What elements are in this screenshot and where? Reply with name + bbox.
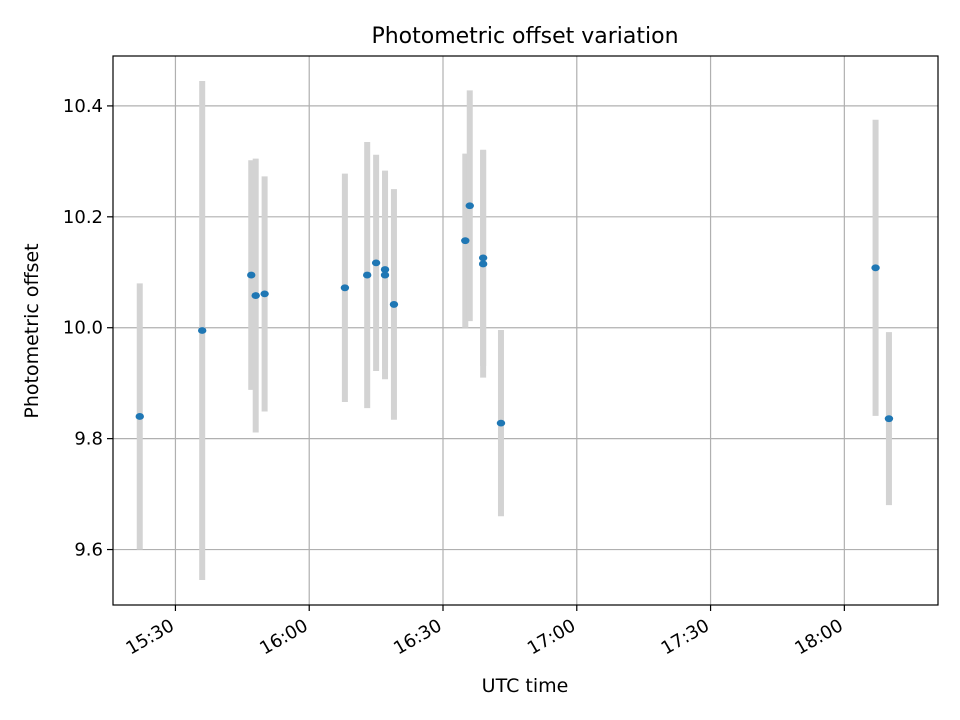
data-point <box>362 271 372 279</box>
data-point <box>251 292 260 299</box>
data-point <box>340 284 350 292</box>
data-point <box>247 271 256 279</box>
data-points <box>135 202 894 427</box>
data-point <box>260 290 269 298</box>
data-point <box>135 413 144 420</box>
data-point <box>461 237 470 245</box>
data-point <box>871 264 880 272</box>
y-tick-label: 10.4 <box>63 96 103 117</box>
data-point <box>478 254 488 262</box>
data-point <box>380 271 390 279</box>
data-point <box>884 415 894 423</box>
y-axis-label: Photometric offset <box>21 243 43 418</box>
data-point <box>197 327 207 334</box>
grid <box>113 56 938 605</box>
data-point <box>465 202 474 210</box>
plot-frame <box>112 55 939 606</box>
y-tick-label: 10.0 <box>63 318 103 339</box>
data-point <box>389 301 399 308</box>
data-point <box>478 260 488 268</box>
y-tick-label: 10.2 <box>63 207 103 228</box>
data-point <box>371 259 381 267</box>
data-point <box>380 266 390 273</box>
data-point <box>496 419 506 427</box>
y-tick-label: 9.8 <box>74 429 103 450</box>
chart-title: Photometric offset variation <box>371 24 678 49</box>
y-tick-label: 9.6 <box>74 540 103 561</box>
x-axis-label: UTC time <box>482 675 569 697</box>
